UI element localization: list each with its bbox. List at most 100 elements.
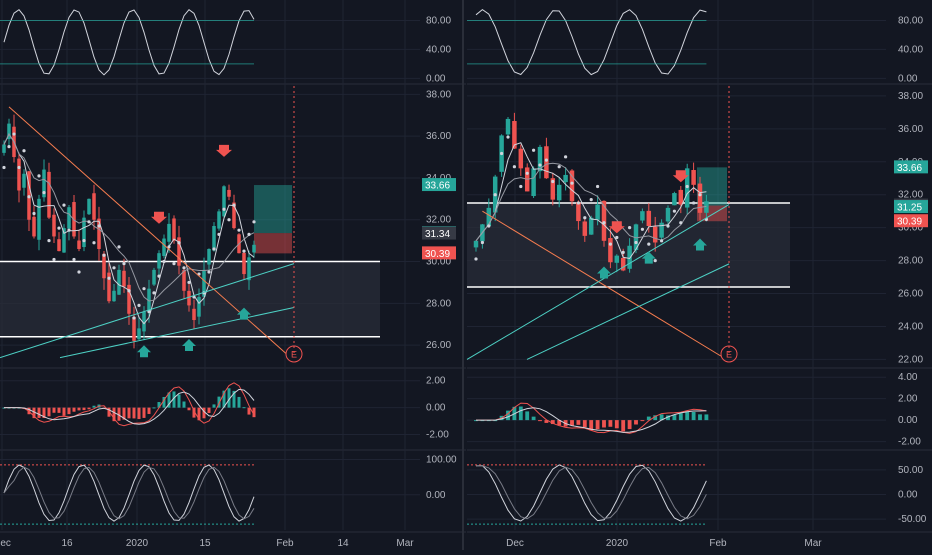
right-ma-slow-line	[475, 162, 707, 242]
right-sar-dot	[692, 201, 696, 205]
left-time-tick-label: Feb	[276, 538, 294, 549]
left-sar-dot	[52, 257, 56, 262]
left-candle-body	[252, 244, 256, 253]
right-candle-body	[544, 146, 549, 179]
left-macd-bar	[62, 407, 66, 416]
left-candle-body	[7, 123, 11, 140]
right-candle-body	[563, 174, 568, 183]
left-sar-dot	[112, 266, 116, 270]
left-sar-dot	[7, 144, 11, 149]
right-macd-tick-label: -2.00	[898, 437, 921, 448]
left-candle-body	[77, 240, 81, 249]
left-candle-body	[47, 171, 51, 218]
left-sar-dot	[2, 165, 6, 170]
right-candle-body	[652, 226, 658, 243]
left-macd-line	[4, 388, 255, 425]
right-macd-bar	[506, 410, 510, 421]
left-sar-dot	[57, 226, 61, 230]
right-time-tick-label: Dec	[506, 538, 524, 549]
left-price-label-box	[422, 178, 456, 192]
left-ma-slow-line	[3, 133, 255, 302]
right-candle-body	[678, 189, 684, 205]
right-sar-dot	[512, 165, 517, 169]
left-macd-bar	[157, 402, 161, 408]
left-candle-body	[67, 207, 71, 229]
right-macd-bar	[602, 420, 606, 428]
left-time-tick-label: Dec	[0, 538, 11, 549]
right-macd-bar	[582, 420, 587, 428]
right-sar-dot	[666, 224, 670, 228]
left-macd-bar	[87, 407, 91, 410]
left-candle-body	[72, 202, 76, 237]
left-macd-bar	[112, 407, 116, 422]
right-sar-dot	[557, 165, 561, 169]
left-time-tick-label: 2020	[126, 538, 149, 549]
right-candle-body	[646, 210, 652, 226]
right-time-tick-label: 2020	[606, 538, 629, 549]
left-macd-bar	[52, 407, 56, 413]
right-sar-dot	[551, 179, 555, 184]
left-time-tick-label: 15	[199, 538, 211, 549]
right-price-tick-label: 38.00	[898, 91, 923, 102]
right-macd-bar	[474, 420, 478, 422]
left-sar-dot	[77, 270, 81, 274]
left-macd-bar	[217, 396, 221, 408]
right-osc-tick-label: 0.00	[898, 73, 918, 84]
left-signal-arrows	[137, 144, 251, 358]
left-sar-dot	[162, 259, 166, 264]
right-candle-body	[614, 255, 620, 263]
left-macd-bar	[182, 401, 186, 408]
right-macd-bar	[659, 414, 664, 421]
left-candle-body	[122, 270, 126, 287]
left-macd-bar	[152, 407, 156, 409]
left-sar-dot	[252, 220, 256, 224]
left-macd-bar	[207, 407, 211, 414]
left-candle-body	[217, 211, 221, 229]
right-candle-body	[582, 221, 588, 236]
left-sar-dot	[47, 239, 51, 243]
right-signal-arrows	[597, 170, 707, 279]
arrow-up-icon	[237, 307, 251, 320]
right-time-tick-label: Mar	[804, 538, 822, 549]
left-macd-bar	[67, 407, 71, 415]
right-sar-dot	[589, 198, 593, 202]
left-osc-tick-label: 0.00	[426, 73, 446, 84]
left-candle-body	[157, 253, 161, 269]
right-price-tick-label: 30.00	[898, 223, 923, 234]
right-macd-bar	[557, 420, 562, 426]
left-candle-body	[17, 158, 21, 191]
left-candle-body	[22, 173, 26, 188]
right-candle-body	[697, 183, 703, 213]
left-chart-panel: Dec16202015Feb14Mar38.0036.0034.0032.003…	[0, 0, 466, 549]
right-stoch-tick-label: 50.00	[898, 465, 923, 476]
left-sar-dot	[157, 274, 161, 278]
left-sar-dot	[217, 232, 221, 236]
left-sar-dot	[242, 249, 246, 253]
left-macd-bar	[17, 407, 21, 409]
right-candle-body	[704, 201, 709, 213]
left-macd-bar	[177, 394, 181, 408]
left-candle-body	[177, 237, 181, 266]
left-candle-body	[137, 328, 141, 340]
right-sar-dot	[480, 240, 484, 245]
right-macd-bar	[493, 420, 498, 422]
right-sar-dot	[544, 158, 549, 162]
left-sar-dot	[212, 247, 216, 251]
left-sar-dot	[117, 245, 121, 249]
left-sar-dot	[227, 218, 231, 222]
right-sar-dot	[493, 193, 497, 197]
left-price-tick-label: 30.00	[426, 257, 451, 268]
right-chart-panel: Dec2020FebMar38.0036.0034.0032.0030.0028…	[466, 0, 932, 549]
left-candle-body	[57, 239, 61, 252]
right-macd-bar	[589, 420, 594, 431]
right-macd-bar	[480, 420, 485, 422]
left-candle-body	[92, 193, 96, 220]
left-sar-dot	[237, 228, 241, 232]
left-sar-dot	[182, 266, 186, 270]
left-macd-bar	[142, 407, 146, 418]
left-macd-bar	[137, 407, 141, 420]
left-candle-body	[132, 317, 136, 341]
right-candle-body	[633, 224, 639, 251]
right-macd-signal-line	[476, 402, 707, 434]
